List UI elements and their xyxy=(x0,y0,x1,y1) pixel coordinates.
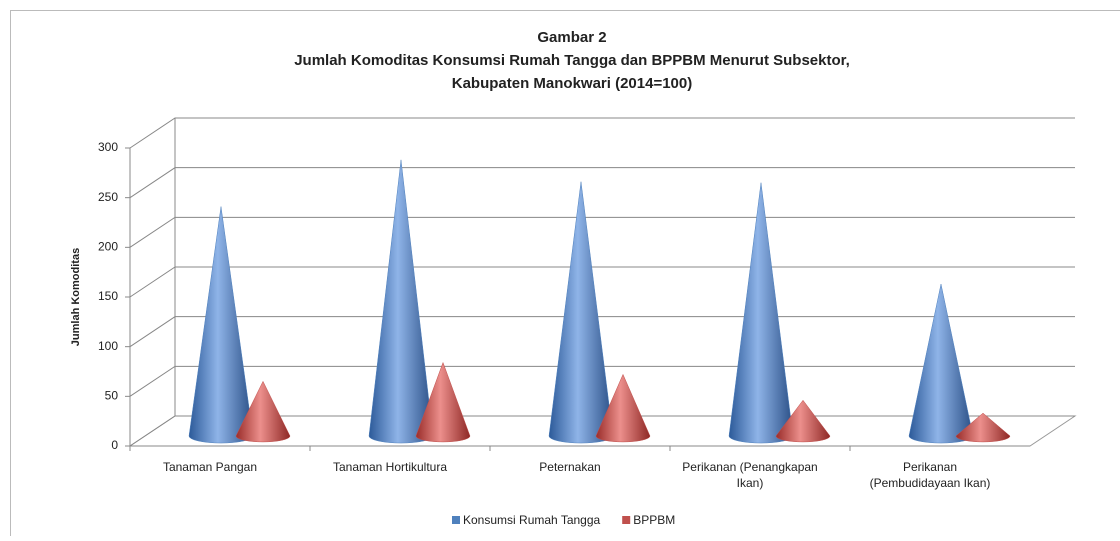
grid-line xyxy=(130,217,1075,247)
x-tick-label: Perikanan xyxy=(903,460,957,474)
chart-title: Jumlah Komoditas Konsumsi Rumah Tangga d… xyxy=(294,52,850,69)
y-axis-label: Jumlah Komoditas xyxy=(70,248,82,346)
x-tick-label: Peternakan xyxy=(539,460,600,474)
cone xyxy=(189,207,253,443)
legend-swatch xyxy=(622,516,630,524)
grid-line xyxy=(130,267,1075,297)
y-tick-label: 150 xyxy=(98,289,118,303)
x-tick-label: (Pembudidayaan Ikan) xyxy=(870,476,991,490)
cone xyxy=(909,284,973,443)
x-tick-label: Tanaman Hortikultura xyxy=(333,460,447,474)
y-tick-label: 300 xyxy=(98,140,118,154)
chart-title: Kabupaten Manokwari (2014=100) xyxy=(452,75,693,92)
grid-line xyxy=(130,168,1075,198)
x-tick-label: Tanaman Pangan xyxy=(163,460,257,474)
cone xyxy=(729,183,793,443)
y-tick-label: 200 xyxy=(98,240,118,254)
chart-title: Gambar 2 xyxy=(537,29,606,46)
y-tick-label: 0 xyxy=(111,438,118,452)
y-tick-label: 50 xyxy=(105,389,119,403)
legend-label: Konsumsi Rumah Tangga xyxy=(463,513,601,527)
legend-swatch xyxy=(452,516,460,524)
x-tick-label: Perikanan (Penangkapan xyxy=(682,460,817,474)
cone xyxy=(549,182,613,443)
grid-line xyxy=(130,118,1075,148)
cone xyxy=(369,160,433,443)
y-tick-label: 250 xyxy=(98,190,118,204)
x-tick-label: Ikan) xyxy=(737,476,764,490)
legend-label: BPPBM xyxy=(633,513,675,527)
y-tick-label: 100 xyxy=(98,339,118,353)
